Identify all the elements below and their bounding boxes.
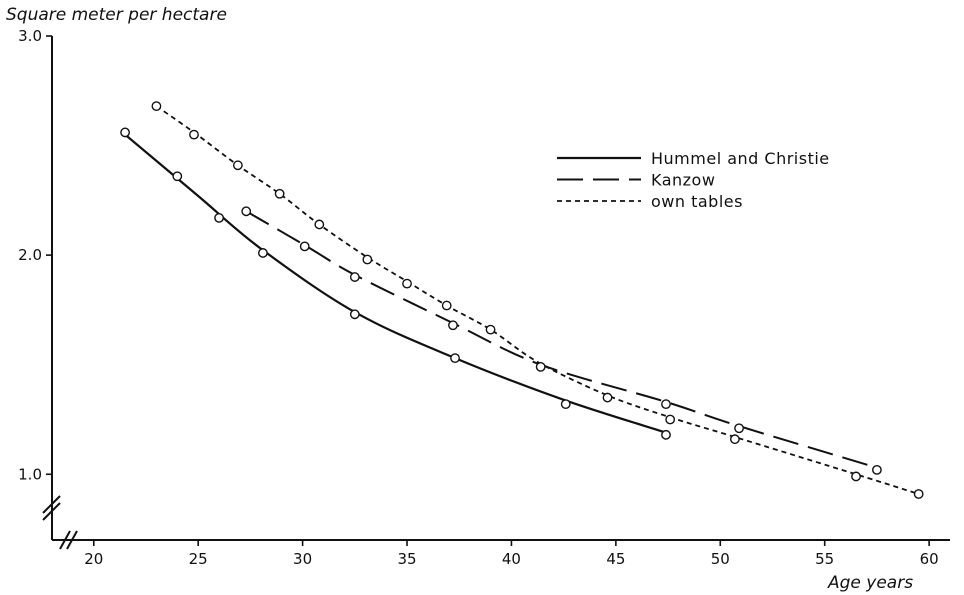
x-axis-title: Age years bbox=[827, 573, 913, 593]
data-point-own-tables bbox=[729, 434, 740, 445]
x-tick-label: 45 bbox=[606, 550, 625, 568]
data-point-kanzow bbox=[734, 423, 744, 434]
data-point-kanzow bbox=[661, 399, 671, 410]
series-line-kanzow bbox=[245, 210, 878, 469]
data-point-kanzow bbox=[535, 361, 546, 372]
legend: Hummel and Christie Kanzow own tables bbox=[557, 149, 830, 211]
data-point-kanzow bbox=[299, 241, 310, 252]
x-tick-label: 20 bbox=[84, 550, 103, 568]
series-line-own-tables bbox=[155, 105, 919, 495]
data-point-own-tables bbox=[151, 101, 162, 112]
legend-label: own tables bbox=[651, 192, 743, 211]
data-point-own-tables bbox=[314, 219, 325, 230]
data-point-kanzow bbox=[872, 464, 882, 475]
data-point-hummel-and-christie bbox=[450, 353, 460, 364]
y-axis-title: Square meter per hectare bbox=[6, 5, 227, 25]
y-tick-label: 3.0 bbox=[18, 27, 42, 45]
data-point-own-tables bbox=[232, 160, 243, 171]
x-tick-label: 35 bbox=[397, 550, 416, 568]
data-point-own-tables bbox=[274, 188, 285, 199]
x-tick-label: 50 bbox=[711, 550, 730, 568]
series-points bbox=[120, 101, 924, 499]
data-point-kanzow bbox=[241, 206, 252, 217]
x-ticks: 20 25 30 35 40 45 50 55 60 bbox=[84, 540, 939, 568]
y-tick-label: 1.0 bbox=[18, 465, 42, 483]
data-point-own-tables bbox=[602, 392, 613, 403]
data-point-hummel-and-christie bbox=[172, 171, 183, 182]
data-point-hummel-and-christie bbox=[258, 248, 268, 258]
data-point-own-tables bbox=[913, 489, 924, 499]
data-point-own-tables bbox=[189, 129, 199, 140]
data-point-hummel-and-christie bbox=[120, 127, 130, 138]
data-point-own-tables bbox=[485, 324, 496, 335]
data-point-hummel-and-christie bbox=[560, 399, 571, 410]
data-point-own-tables bbox=[362, 254, 373, 265]
data-point-hummel-and-christie bbox=[661, 429, 671, 440]
x-tick-label: 60 bbox=[920, 550, 939, 568]
x-tick-label: 55 bbox=[815, 550, 834, 568]
y-ticks: 1.0 2.0 3.0 bbox=[18, 27, 52, 483]
data-point-hummel-and-christie bbox=[349, 309, 360, 320]
data-point-kanzow bbox=[349, 272, 360, 282]
x-tick-label: 25 bbox=[189, 550, 208, 568]
y-axis-break bbox=[42, 495, 61, 521]
data-point-own-tables bbox=[441, 300, 452, 311]
series-line-hummel-and-christie bbox=[124, 133, 667, 434]
y-tick-label: 2.0 bbox=[18, 246, 42, 264]
data-point-hummel-and-christie bbox=[214, 212, 224, 223]
data-point-kanzow bbox=[448, 320, 458, 331]
x-tick-label: 30 bbox=[293, 550, 312, 568]
legend-label: Kanzow bbox=[651, 171, 715, 190]
x-axis-break bbox=[59, 530, 78, 550]
data-point-own-tables bbox=[851, 471, 861, 482]
x-tick-label: 40 bbox=[502, 550, 521, 568]
legend-label: Hummel and Christie bbox=[651, 149, 830, 168]
data-point-own-tables bbox=[402, 278, 412, 289]
data-point-own-tables bbox=[665, 414, 676, 425]
